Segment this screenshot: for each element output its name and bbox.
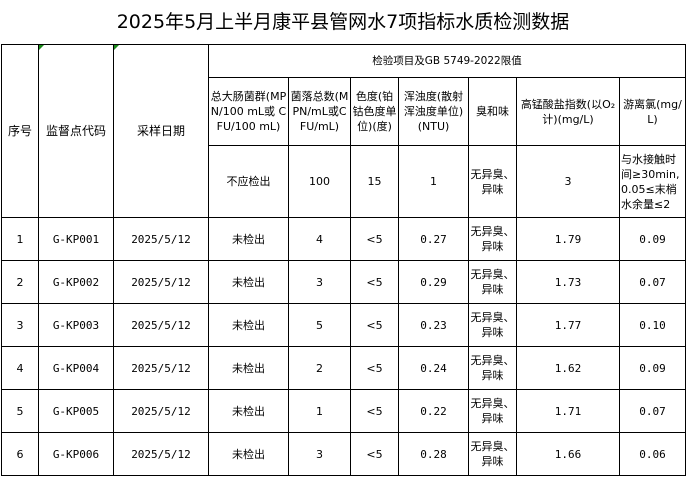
comment-marker-icon [114, 45, 119, 50]
limit-cell: 15 [350, 145, 399, 218]
cell-permanganate: 1.73 [516, 260, 620, 304]
header-chlorine: 游离氯(mg/L) [619, 77, 686, 146]
cell-date: 2025/5/12 [113, 389, 209, 433]
cell-seq: 3 [1, 303, 39, 347]
header-site-code: 监督点代码 [38, 44, 114, 218]
cell-color: <5 [350, 260, 399, 304]
cell-chlorine: 0.06 [619, 432, 686, 476]
cell-coliform: 未检出 [208, 389, 289, 433]
limit-cell: 1 [398, 145, 469, 218]
header-turbidity: 浑浊度(散射浑浊度单位)(NTU) [398, 77, 469, 146]
header-color: 色度(铂钴色度单位)(度) [350, 77, 399, 146]
header-date: 采样日期 [113, 44, 209, 218]
cell-color: <5 [350, 346, 399, 390]
cell-permanganate: 1.71 [516, 389, 620, 433]
cell-date: 2025/5/12 [113, 217, 209, 261]
cell-turbidity: 0.23 [398, 303, 469, 347]
cell-code: G-KP001 [38, 217, 114, 261]
cell-odor: 无异臭、异味 [468, 217, 517, 261]
cell-chlorine: 0.07 [619, 389, 686, 433]
header-coliform: 总大肠菌群(MPN/100 mL或 CFU/100 mL) [208, 77, 289, 146]
header-odor: 臭和味 [468, 77, 517, 146]
table-row: 6 G-KP006 2025/5/12 未检出 3 <5 0.28 无异臭、异味 1.66 0.0… [1, 432, 686, 476]
cell-permanganate: 1.66 [516, 432, 620, 476]
limit-cell: 无异臭、异味 [468, 145, 517, 218]
comment-marker-icon [39, 45, 44, 50]
cell-chlorine: 0.10 [619, 303, 686, 347]
cell-odor: 无异臭、异味 [468, 389, 517, 433]
cell-coliform: 未检出 [208, 432, 289, 476]
header-seq: 序号 [1, 44, 39, 218]
cell-permanganate: 1.62 [516, 346, 620, 390]
table-row: 3 G-KP003 2025/5/12 未检出 5 <5 0.23 无异臭、异味 1.77 0.1… [1, 303, 686, 347]
cell-turbidity: 0.28 [398, 432, 469, 476]
cell-code: G-KP003 [38, 303, 114, 347]
cell-code: G-KP004 [38, 346, 114, 390]
cell-date: 2025/5/12 [113, 260, 209, 304]
water-quality-table: 序号 监督点代码 采样日期 检验项目及GB 5749-2022限值 总大肠菌群(… [1, 44, 686, 476]
cell-odor: 无异臭、异味 [468, 303, 517, 347]
cell-seq: 2 [1, 260, 39, 304]
cell-colony: 2 [288, 346, 351, 390]
cell-odor: 无异臭、异味 [468, 346, 517, 390]
cell-turbidity: 0.27 [398, 217, 469, 261]
table-row: 4 G-KP004 2025/5/12 未检出 2 <5 0.24 无异臭、异味 1.62 0.0… [1, 346, 686, 390]
cell-chlorine: 0.07 [619, 260, 686, 304]
cell-color: <5 [350, 432, 399, 476]
cell-chlorine: 0.09 [619, 217, 686, 261]
cell-coliform: 未检出 [208, 346, 289, 390]
table-row: 2 G-KP002 2025/5/12 未检出 3 <5 0.29 无异臭、异味 1.73 0.0… [1, 260, 686, 304]
table-row: 5 G-KP005 2025/5/12 未检出 1 <5 0.22 无异臭、异味 1.71 0.0… [1, 389, 686, 433]
limit-cell: 100 [288, 145, 351, 218]
cell-code: G-KP006 [38, 432, 114, 476]
cell-chlorine: 0.09 [619, 346, 686, 390]
cell-seq: 4 [1, 346, 39, 390]
limit-cell: 不应检出 [208, 145, 289, 218]
cell-seq: 5 [1, 389, 39, 433]
limit-cell: 3 [516, 145, 620, 218]
cell-seq: 1 [1, 217, 39, 261]
cell-turbidity: 0.24 [398, 346, 469, 390]
cell-colony: 1 [288, 389, 351, 433]
cell-colony: 3 [288, 432, 351, 476]
cell-code: G-KP002 [38, 260, 114, 304]
page-title: 2025年5月上半月康平县管网水7项指标水质检测数据 [116, 11, 570, 33]
cell-date: 2025/5/12 [113, 303, 209, 347]
cell-date: 2025/5/12 [113, 432, 209, 476]
cell-color: <5 [350, 389, 399, 433]
cell-permanganate: 1.77 [516, 303, 620, 347]
table-row: 1 G-KP001 2025/5/12 未检出 4 <5 0.27 无异臭、异味 1.79 0.0… [1, 217, 686, 261]
cell-coliform: 未检出 [208, 260, 289, 304]
cell-color: <5 [350, 217, 399, 261]
cell-turbidity: 0.22 [398, 389, 469, 433]
header-permanganate: 高锰酸盐指数(以O₂计)(mg/L) [516, 77, 620, 146]
cell-coliform: 未检出 [208, 217, 289, 261]
cell-coliform: 未检出 [208, 303, 289, 347]
cell-colony: 3 [288, 260, 351, 304]
cell-seq: 6 [1, 432, 39, 476]
header-group: 检验项目及GB 5749-2022限值 [208, 44, 686, 78]
cell-date: 2025/5/12 [113, 346, 209, 390]
cell-code: G-KP005 [38, 389, 114, 433]
cell-turbidity: 0.29 [398, 260, 469, 304]
limit-cell: 与水接触时间≥30min,0.05≤末梢水余量≤2 [619, 145, 686, 218]
cell-permanganate: 1.79 [516, 217, 620, 261]
cell-colony: 5 [288, 303, 351, 347]
header-colony: 菌落总数(MPN/mL或CFU/mL) [288, 77, 351, 146]
cell-colony: 4 [288, 217, 351, 261]
cell-odor: 无异臭、异味 [468, 260, 517, 304]
cell-odor: 无异臭、异味 [468, 432, 517, 476]
cell-color: <5 [350, 303, 399, 347]
